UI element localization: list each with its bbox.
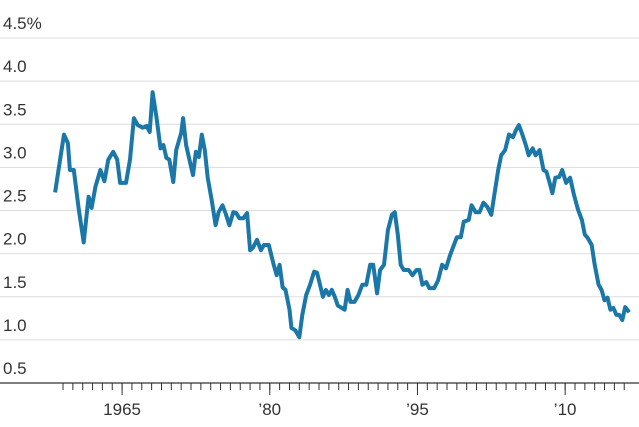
x-tick-label: ’10	[554, 400, 577, 419]
x-tick-label: 1965	[103, 400, 141, 419]
data-line	[53, 90, 631, 340]
y-tick-label: 3.5	[3, 100, 27, 119]
y-tick-label: 2.0	[3, 230, 27, 249]
y-tick-label: 4.0	[3, 57, 27, 76]
y-tick-label: 1.5	[3, 273, 27, 292]
y-tick-label: 0.5	[3, 359, 27, 378]
y-tick-label: 4.5%	[3, 14, 42, 33]
x-tick-label: ’80	[258, 400, 281, 419]
y-tick-label: 1.0	[3, 316, 27, 335]
x-tick-label: ’95	[406, 400, 429, 419]
y-tick-label: 3.0	[3, 143, 27, 162]
y-tick-label: 2.5	[3, 187, 27, 206]
